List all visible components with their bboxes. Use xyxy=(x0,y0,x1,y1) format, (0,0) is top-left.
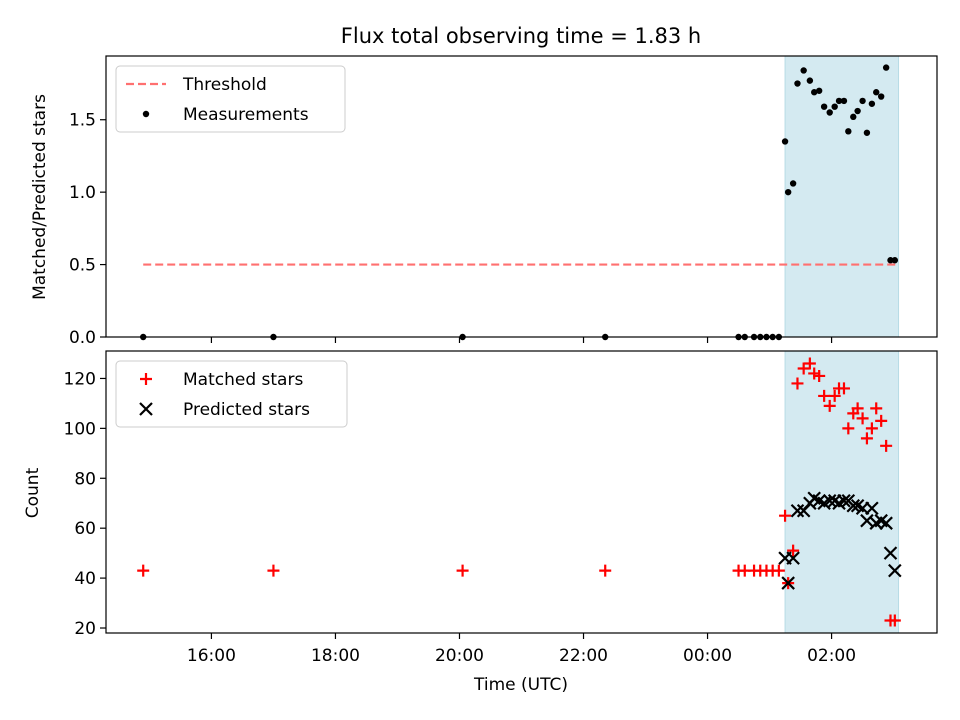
bottom-series-0-point xyxy=(880,439,893,452)
bottom-series-0-point xyxy=(787,544,800,557)
top-legend xyxy=(115,65,346,133)
x-tick-label: 00:00 xyxy=(683,646,732,666)
top-series-0-point xyxy=(835,97,843,105)
top-series-0-point xyxy=(826,109,833,116)
bottom-series-0-point xyxy=(818,389,831,402)
top-panel: 0.0 0.5 1.0 1.5 Threshold Measurements xyxy=(69,55,938,348)
top-series-0-point xyxy=(800,67,807,74)
top-y-tick-label: 1.0 xyxy=(69,183,96,203)
top-series-0-point xyxy=(811,89,818,96)
top-y-tick-label: 0.0 xyxy=(69,328,96,348)
top-series-0-point xyxy=(781,138,789,145)
top-series-0-point xyxy=(850,113,857,121)
bottom-series-0-point xyxy=(267,564,280,577)
bottom-series-0-point xyxy=(779,509,792,522)
bottom-series-0-point xyxy=(803,357,816,370)
x-tick-label: 16:00 xyxy=(187,646,236,666)
bottom-series-0-point xyxy=(797,362,810,375)
bottom-series-0-point xyxy=(813,369,826,382)
bottom-series-0-point xyxy=(842,422,855,435)
top-series-0-point xyxy=(845,128,852,135)
bottom-series-0-point xyxy=(870,402,883,415)
top-series-0-point xyxy=(873,89,880,96)
bottom-panel: 20 40 60 80 100 120 Matched stars Predicted sta… xyxy=(64,350,938,666)
x-tick-label: 20:00 xyxy=(435,646,484,666)
x-tick-label: 18:00 xyxy=(311,646,360,666)
bottom-series-0-point xyxy=(856,412,869,425)
bottom-y-tick-label: 120 xyxy=(64,369,96,389)
bottom-axes-frame xyxy=(105,350,938,634)
bottom-series-0-point xyxy=(888,614,901,627)
top-series-0-point xyxy=(789,180,797,187)
bottom-y-tick-label: 80 xyxy=(74,469,96,489)
bottom-shaded-span xyxy=(784,350,900,634)
top-y-tick-label: 0.5 xyxy=(69,256,96,276)
top-series-0-point xyxy=(891,257,899,264)
bottom-series-0-point xyxy=(851,402,864,415)
bottom-legend xyxy=(115,360,348,428)
top-series-0-point xyxy=(815,87,823,94)
top-series-0-point xyxy=(831,103,838,110)
top-series-0-point xyxy=(854,107,861,115)
bottom-series-0-point xyxy=(772,564,785,577)
top-series-0-point xyxy=(882,64,890,71)
bottom-y-axis-label: Count xyxy=(23,467,43,518)
bottom-y-tick-label: 20 xyxy=(74,619,96,639)
bottom-series-0-point xyxy=(875,414,888,427)
bottom-legend-label: Matched stars xyxy=(183,370,303,390)
top-series-0-point xyxy=(784,188,792,196)
bottom-series-1-point xyxy=(879,516,893,530)
top-legend-label: Measurements xyxy=(183,105,309,125)
top-series-0-point xyxy=(794,80,801,87)
x-tick-label: 22:00 xyxy=(559,646,608,666)
bottom-series-0-point xyxy=(865,422,878,435)
bottom-series-1-point xyxy=(865,501,879,515)
top-legend-label: Threshold xyxy=(182,75,267,95)
top-series-0-point xyxy=(859,97,866,105)
bottom-series-1-point xyxy=(786,551,800,565)
x-tick-label: 02:00 xyxy=(807,646,856,666)
bottom-series-0-point xyxy=(456,564,469,577)
bottom-series-0-point xyxy=(828,389,841,402)
chart-title: Flux total observing time = 1.83 h xyxy=(341,24,701,48)
top-series-0-point xyxy=(868,100,876,107)
bottom-series-0-point xyxy=(837,382,850,395)
bottom-y-tick-label: 60 xyxy=(74,519,96,539)
bottom-series-0-point xyxy=(860,432,873,445)
bottom-legend-swatch xyxy=(140,373,152,385)
bottom-series-1-point xyxy=(781,576,795,590)
bottom-series-0-point xyxy=(791,377,804,390)
top-series-0-point xyxy=(840,97,848,105)
top-series-0-point xyxy=(863,129,871,136)
bottom-series-1-point xyxy=(837,493,851,508)
bottom-series-0-point xyxy=(599,564,612,577)
bottom-series-0-point xyxy=(823,399,836,412)
top-legend-swatch xyxy=(142,110,150,118)
top-series-0-point xyxy=(820,103,828,110)
bottom-series-1-point xyxy=(790,503,805,518)
bottom-series-0-point xyxy=(137,564,150,577)
bottom-series-1-point xyxy=(888,563,902,578)
bottom-y-tick-label: 100 xyxy=(64,419,96,439)
top-series-0-point xyxy=(806,77,814,84)
top-series-0-point xyxy=(877,93,885,100)
bottom-series-1-point xyxy=(883,546,898,560)
x-axis-label: Time (UTC) xyxy=(473,675,568,695)
top-axes-frame xyxy=(105,55,938,338)
bottom-legend-label: Predicted stars xyxy=(183,400,310,420)
bottom-legend-swatch xyxy=(139,402,153,416)
top-y-axis-label: Matched/Predicted stars xyxy=(30,94,50,300)
top-y-tick-label: 1.5 xyxy=(69,111,96,131)
bottom-y-tick-label: 40 xyxy=(74,569,96,589)
